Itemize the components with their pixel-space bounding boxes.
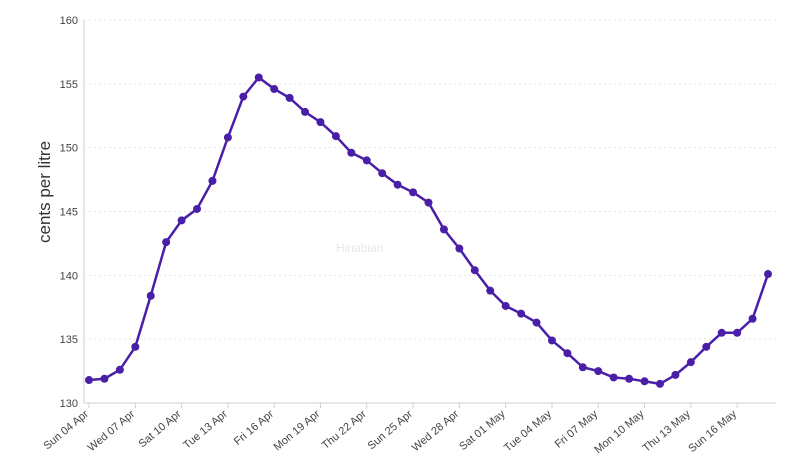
data-point — [115, 365, 124, 374]
x-tick-label: Sun 04 Apr — [42, 408, 92, 452]
data-point — [748, 314, 757, 323]
data-point — [270, 84, 279, 93]
data-point — [640, 377, 649, 386]
x-tick-label: Sat 10 Apr — [136, 408, 183, 450]
data-point — [409, 188, 418, 197]
y-tick-label: 130 — [60, 398, 78, 410]
axes — [83, 20, 776, 408]
x-tick-label: Thu 22 Apr — [320, 408, 369, 452]
data-point — [563, 349, 572, 358]
y-tick-label: 160 — [60, 15, 78, 27]
x-tick-label: Wed 07 Apr — [86, 408, 138, 454]
x-tick-label: Mon 10 May — [592, 408, 646, 456]
data-point — [301, 107, 310, 116]
x-tick-label: Sun 16 May — [686, 408, 739, 455]
data-point — [177, 216, 186, 225]
x-tick-label: Fri 16 Apr — [232, 408, 277, 448]
data-point — [702, 342, 711, 351]
data-point — [208, 176, 217, 185]
data-point — [625, 374, 634, 383]
data-point — [239, 92, 248, 101]
data-point — [655, 379, 664, 388]
y-axis-title: cents per litre — [35, 141, 54, 243]
data-point — [362, 156, 371, 165]
data-point — [578, 363, 587, 372]
data-point — [285, 93, 294, 102]
data-point — [733, 328, 742, 337]
y-tick-label: 140 — [60, 270, 78, 282]
x-tick-label: Mon 19 Apr — [272, 408, 323, 454]
data-point — [393, 180, 402, 189]
y-tick-label: 155 — [60, 79, 78, 91]
watermark: Hinabian — [336, 241, 383, 255]
data-point — [146, 291, 155, 300]
x-tick-label: Sun 25 Apr — [366, 408, 416, 452]
x-tick-label: Tue 04 May — [502, 408, 554, 455]
series-line — [88, 76, 770, 386]
x-tick-label: Fri 07 May — [553, 408, 601, 451]
data-point — [501, 301, 510, 310]
data-point — [764, 270, 772, 279]
data-point — [162, 238, 171, 247]
data-point — [686, 358, 695, 367]
data-point — [594, 367, 603, 376]
x-tick-label: Sat 01 May — [457, 408, 508, 453]
data-point — [254, 73, 263, 82]
data-point — [131, 342, 140, 351]
data-point — [547, 336, 556, 345]
data-point — [223, 133, 232, 142]
data-point — [439, 225, 448, 234]
data-point — [609, 373, 618, 382]
y-tick-label: 145 — [60, 207, 78, 219]
data-point — [347, 148, 356, 157]
y-tick-label: 150 — [60, 143, 78, 155]
watermark-text: Hinabian — [336, 241, 383, 255]
data-point — [100, 374, 109, 383]
data-point — [378, 169, 387, 178]
x-tick-label: Tue 13 Apr — [181, 408, 230, 452]
series-price — [85, 73, 772, 388]
data-point — [316, 118, 325, 127]
x-tick-label: Thu 13 May — [641, 408, 694, 455]
data-point — [85, 376, 93, 385]
grid-lines — [84, 19, 776, 340]
data-point — [532, 318, 541, 327]
data-point — [517, 309, 526, 318]
data-point — [486, 286, 495, 295]
data-point — [671, 370, 680, 379]
y-tick-label: 135 — [60, 334, 78, 346]
x-tick-label: Wed 28 Apr — [410, 408, 462, 454]
data-point — [331, 132, 340, 141]
data-point — [424, 198, 433, 207]
data-point — [470, 266, 479, 275]
data-point — [193, 204, 202, 213]
y-tick-labels: 130 135 140 145 150 155 160 — [60, 15, 78, 410]
data-point — [455, 244, 464, 253]
data-point — [717, 328, 726, 337]
